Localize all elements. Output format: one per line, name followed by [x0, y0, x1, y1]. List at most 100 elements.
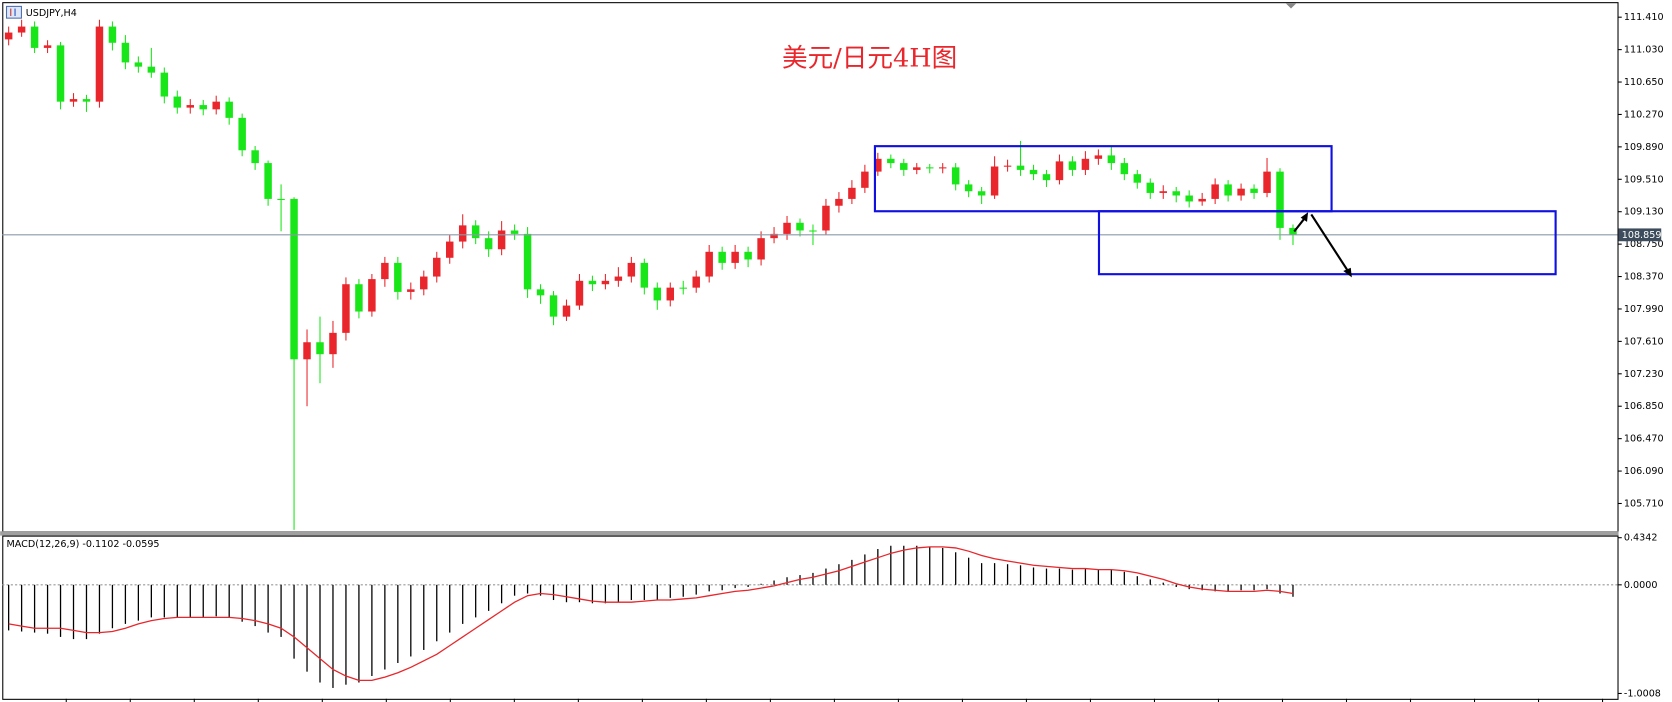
candle-body — [1003, 165, 1012, 167]
candle-body — [575, 280, 584, 306]
drawing-objects — [873, 145, 1557, 278]
y-tick-label: 106.470 — [1624, 434, 1664, 445]
candle-body — [731, 251, 739, 263]
candle-body — [134, 62, 143, 67]
candle-body — [342, 284, 350, 333]
candle-body — [1159, 191, 1167, 193]
y-tick-label: 110.650 — [1624, 77, 1664, 88]
candle-body — [407, 289, 415, 292]
candle-body — [977, 191, 986, 196]
candle-body — [43, 45, 52, 48]
candle-body — [108, 26, 117, 43]
candle-body — [1198, 198, 1206, 202]
candle-body — [4, 32, 13, 40]
shift-marker — [1285, 3, 1297, 9]
candle-body — [329, 332, 337, 355]
y-tick-label: 107.230 — [1624, 369, 1664, 380]
candle-body — [484, 238, 493, 250]
candle-body — [1146, 182, 1155, 193]
y-tick-label: 108.750 — [1624, 239, 1664, 250]
candle-body — [199, 105, 207, 110]
candle-body — [82, 99, 91, 102]
candle-body — [1016, 165, 1025, 170]
candle-body — [1068, 161, 1077, 170]
candle-body — [536, 289, 545, 296]
candle-body — [303, 342, 311, 360]
candle-body — [1263, 171, 1271, 193]
candle-body — [679, 287, 687, 289]
candle-body — [588, 280, 597, 285]
symbol-icon — [5, 5, 22, 19]
y-tick-label: 0.4342 — [1624, 533, 1658, 544]
candle-body — [173, 96, 182, 108]
candle-body — [69, 99, 78, 102]
candle-body — [861, 171, 869, 188]
candle-body — [497, 230, 506, 250]
candle-body — [627, 262, 636, 277]
candle-body — [1172, 191, 1180, 196]
arrow-head — [1300, 212, 1309, 222]
candle-body — [1029, 169, 1038, 175]
candle-body — [1237, 188, 1245, 196]
y-tick-label: 106.850 — [1624, 401, 1664, 412]
candle-body — [277, 198, 285, 200]
candle-body — [30, 26, 39, 48]
candle-body — [796, 222, 804, 231]
candle-body — [368, 279, 376, 312]
y-tick-label: 108.370 — [1624, 272, 1664, 283]
candle-body — [938, 167, 947, 169]
plot-area: 111.410 111.030 110.650 110.270 109.890 109.5… — [2, 12, 1664, 699]
candle-body — [926, 167, 934, 169]
x-axis-ticks — [65, 698, 1604, 702]
candle-body — [458, 225, 467, 242]
candle-body — [433, 257, 441, 277]
candle-body — [964, 184, 973, 192]
candle-body — [835, 198, 843, 206]
y-tick-label: 106.090 — [1624, 466, 1664, 477]
candle-body — [212, 101, 220, 110]
candle-body — [471, 225, 480, 239]
y-tick-label: 109.510 — [1624, 174, 1664, 185]
candle-body — [990, 166, 999, 196]
candle-body — [381, 262, 389, 280]
candle-body — [848, 187, 856, 199]
candle-body — [523, 233, 532, 290]
y-tick-label: -1.0008 — [1624, 688, 1661, 699]
candle-body — [1133, 174, 1142, 183]
candle-body — [874, 158, 882, 172]
candle-body — [783, 222, 791, 234]
candle-body — [757, 238, 765, 260]
candle-body — [718, 251, 726, 263]
candle-body — [1042, 174, 1051, 181]
chart-annotation: 美元/日元4H图 — [782, 44, 957, 74]
y-tick-label: 109.890 — [1624, 142, 1664, 153]
y-tick-label: 107.610 — [1624, 336, 1664, 347]
candle-body — [264, 163, 272, 199]
candle-body — [614, 276, 623, 281]
candle-body — [640, 262, 649, 288]
y-tick-label: 111.410 — [1624, 12, 1664, 23]
candle-body — [445, 241, 454, 258]
candle-body — [913, 167, 921, 170]
candle-body — [1250, 188, 1258, 193]
candle-body — [186, 105, 195, 108]
y-tick-label: 110.270 — [1624, 109, 1664, 120]
candle-body — [238, 117, 246, 151]
candle-body — [770, 233, 778, 239]
macd-panel-frame — [2, 535, 1619, 700]
candle-body — [1055, 161, 1064, 181]
candle-body — [744, 251, 752, 260]
candle-body — [420, 276, 428, 290]
arrow-down — [1310, 213, 1350, 273]
candle-body — [316, 342, 324, 355]
candle-body — [394, 262, 402, 292]
candle-body — [1081, 158, 1090, 170]
y-tick-label: 111.030 — [1624, 45, 1664, 56]
candle-body — [1276, 171, 1284, 228]
candle-body — [17, 26, 26, 33]
candle-body — [147, 66, 156, 73]
candle-body — [121, 42, 130, 63]
candle-body — [1224, 184, 1232, 196]
candle-body — [666, 287, 675, 301]
candle-body — [887, 158, 895, 164]
